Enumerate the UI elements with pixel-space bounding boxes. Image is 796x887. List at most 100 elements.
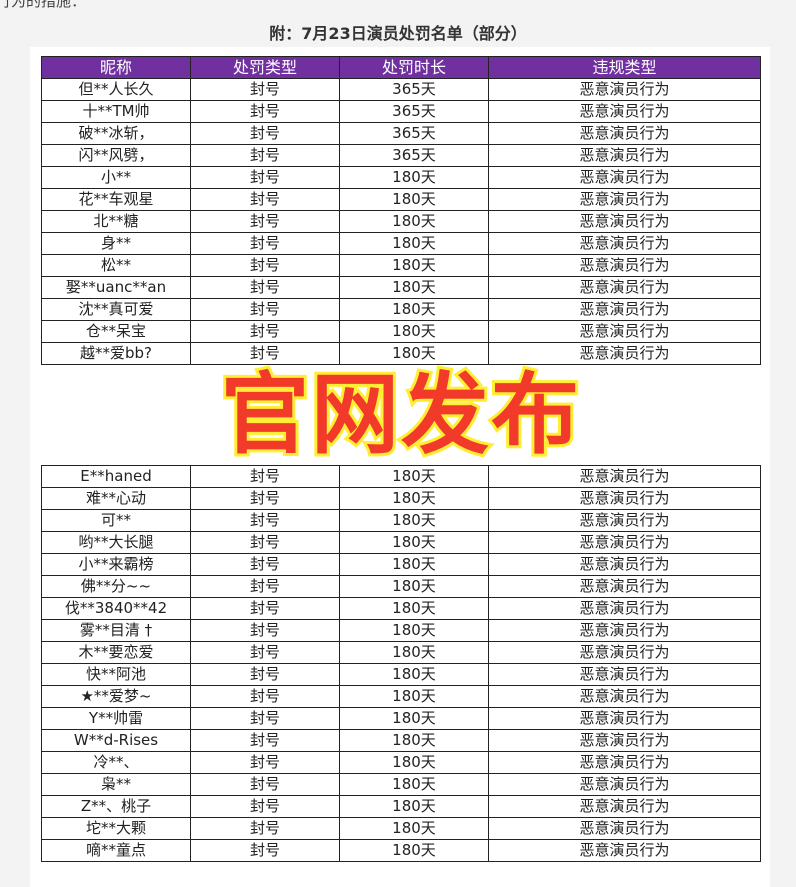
cell-penalty-duration: 180天 <box>339 232 489 255</box>
cell-violation-type: 恶意演员行为 <box>488 509 761 532</box>
cell-nickname: 哟**大长腿 <box>41 531 191 554</box>
cell-penalty-type: 封号 <box>190 619 340 642</box>
page-title: 附：7月23日演员处罚名单（部分） <box>269 24 527 43</box>
cell-penalty-duration: 180天 <box>339 465 489 488</box>
table-row: 快**阿池 封号 180天 恶意演员行为 <box>41 663 761 686</box>
table-row: 松** 封号 180天 恶意演员行为 <box>41 254 761 277</box>
table-row: 仓**呆宝 封号 180天 恶意演员行为 <box>41 320 761 343</box>
cell-penalty-type: 封号 <box>190 729 340 752</box>
cell-penalty-duration: 180天 <box>339 276 489 299</box>
table-row: 冷**、 封号 180天 恶意演员行为 <box>41 751 761 774</box>
cell-penalty-duration: 180天 <box>339 773 489 796</box>
cell-violation-type: 恶意演员行为 <box>488 575 761 598</box>
cell-penalty-type: 封号 <box>190 232 340 255</box>
cell-penalty-duration: 180天 <box>339 729 489 752</box>
cell-penalty-type: 封号 <box>190 509 340 532</box>
table-row: 小**来霸榜 封号 180天 恶意演员行为 <box>41 553 761 576</box>
cell-penalty-type: 封号 <box>190 100 340 123</box>
cell-penalty-duration: 180天 <box>339 298 489 321</box>
table-row: 越**爱bb? 封号 180天 恶意演员行为 <box>41 342 761 365</box>
cell-violation-type: 恶意演员行为 <box>488 707 761 730</box>
cell-penalty-type: 封号 <box>190 487 340 510</box>
cell-nickname: 花**车观星 <box>41 188 191 211</box>
cell-penalty-duration: 180天 <box>339 817 489 840</box>
cell-penalty-type: 封号 <box>190 210 340 233</box>
cell-penalty-duration: 180天 <box>339 839 489 862</box>
table-row: 伐**3840**42 封号 180天 恶意演员行为 <box>41 597 761 620</box>
table-row: 哟**大长腿 封号 180天 恶意演员行为 <box>41 531 761 554</box>
cell-penalty-type: 封号 <box>190 663 340 686</box>
cell-nickname: 冷**、 <box>41 751 191 774</box>
intro-text: 行为的措施： <box>0 0 87 10</box>
table-row: 雾**目清 † 封号 180天 恶意演员行为 <box>41 619 761 642</box>
cell-penalty-duration: 180天 <box>339 166 489 189</box>
cell-violation-type: 恶意演员行为 <box>488 531 761 554</box>
table-row: 小** 封号 180天 恶意演员行为 <box>41 166 761 189</box>
cell-violation-type: 恶意演员行为 <box>488 276 761 299</box>
cell-violation-type: 恶意演员行为 <box>488 597 761 620</box>
cell-nickname: 枭** <box>41 773 191 796</box>
cell-violation-type: 恶意演员行为 <box>488 795 761 818</box>
cell-penalty-type: 封号 <box>190 553 340 576</box>
penalty-table: 昵称 处罚类型 处罚时长 违规类型 但**人长久 封号 365天 恶意演员行为 十**T… <box>41 56 761 862</box>
cell-penalty-type: 封号 <box>190 685 340 708</box>
cell-penalty-duration: 180天 <box>339 707 489 730</box>
cell-nickname: 但**人长久 <box>41 78 191 101</box>
cell-violation-type: 恶意演员行为 <box>488 166 761 189</box>
table-row: 可** 封号 180天 恶意演员行为 <box>41 509 761 532</box>
table-row: 十**TM帅 封号 365天 恶意演员行为 <box>41 100 761 123</box>
table-row: ★**爱梦~ 封号 180天 恶意演员行为 <box>41 685 761 708</box>
cell-violation-type: 恶意演员行为 <box>488 210 761 233</box>
cell-violation-type: 恶意演员行为 <box>488 298 761 321</box>
cell-nickname: 破**冰斩， <box>41 122 191 145</box>
cell-nickname: 可** <box>41 509 191 532</box>
table-row: 枭** 封号 180天 恶意演员行为 <box>41 773 761 796</box>
header-violation-type: 违规类型 <box>488 56 761 79</box>
cell-penalty-type: 封号 <box>190 276 340 299</box>
cell-nickname: 木**要恋爱 <box>41 641 191 664</box>
cell-violation-type: 恶意演员行为 <box>488 232 761 255</box>
cell-nickname: 沈**真可爱 <box>41 298 191 321</box>
cell-violation-type: 恶意演员行为 <box>488 188 761 211</box>
cell-nickname: 小**来霸榜 <box>41 553 191 576</box>
cell-nickname: 娶**uanc**an <box>41 276 191 299</box>
cell-penalty-type: 封号 <box>190 817 340 840</box>
cell-penalty-type: 封号 <box>190 531 340 554</box>
cell-violation-type: 恶意演员行为 <box>488 78 761 101</box>
cell-nickname: 快**阿池 <box>41 663 191 686</box>
table-row: Z**、桃子 封号 180天 恶意演员行为 <box>41 795 761 818</box>
cell-violation-type: 恶意演员行为 <box>488 100 761 123</box>
cell-nickname: 身** <box>41 232 191 255</box>
cell-nickname: Z**、桃子 <box>41 795 191 818</box>
overlay-banner-text: 官网发布 <box>218 362 582 468</box>
cell-nickname: 松** <box>41 254 191 277</box>
cell-penalty-duration: 180天 <box>339 795 489 818</box>
cell-penalty-duration: 365天 <box>339 144 489 167</box>
cell-penalty-type: 封号 <box>190 298 340 321</box>
table-header-row: 昵称 处罚类型 处罚时长 违规类型 <box>41 56 761 79</box>
cell-nickname: 北**糖 <box>41 210 191 233</box>
cell-penalty-type: 封号 <box>190 575 340 598</box>
cell-penalty-duration: 180天 <box>339 509 489 532</box>
cell-penalty-type: 封号 <box>190 144 340 167</box>
cell-penalty-type: 封号 <box>190 641 340 664</box>
cell-nickname: 越**爱bb? <box>41 342 191 365</box>
cell-penalty-duration: 180天 <box>339 553 489 576</box>
table-row: 木**要恋爱 封号 180天 恶意演员行为 <box>41 641 761 664</box>
cell-violation-type: 恶意演员行为 <box>488 751 761 774</box>
table-row: 难**心动 封号 180天 恶意演员行为 <box>41 487 761 510</box>
cell-penalty-type: 封号 <box>190 707 340 730</box>
cell-penalty-duration: 180天 <box>339 487 489 510</box>
cell-penalty-type: 封号 <box>190 166 340 189</box>
table-row: 嘀**童点 封号 180天 恶意演员行为 <box>41 839 761 862</box>
cell-penalty-type: 封号 <box>190 78 340 101</box>
table-row: 坨**大颗 封号 180天 恶意演员行为 <box>41 817 761 840</box>
overlay-banner-row: 官网发布 <box>41 362 761 468</box>
header-penalty-duration: 处罚时长 <box>339 56 489 79</box>
cell-nickname: 伐**3840**42 <box>41 597 191 620</box>
header-penalty-type: 处罚类型 <box>190 56 340 79</box>
cell-penalty-duration: 180天 <box>339 210 489 233</box>
cell-violation-type: 恶意演员行为 <box>488 729 761 752</box>
cell-nickname: E**haned <box>41 465 191 488</box>
cell-violation-type: 恶意演员行为 <box>488 553 761 576</box>
